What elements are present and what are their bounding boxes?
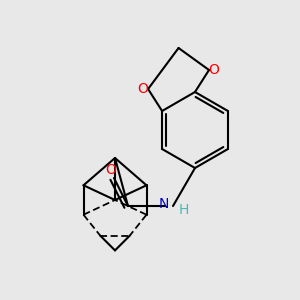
Text: O: O bbox=[106, 163, 116, 177]
Text: O: O bbox=[208, 63, 219, 77]
Text: O: O bbox=[138, 82, 148, 96]
Text: N: N bbox=[159, 197, 169, 211]
Text: H: H bbox=[179, 203, 189, 217]
